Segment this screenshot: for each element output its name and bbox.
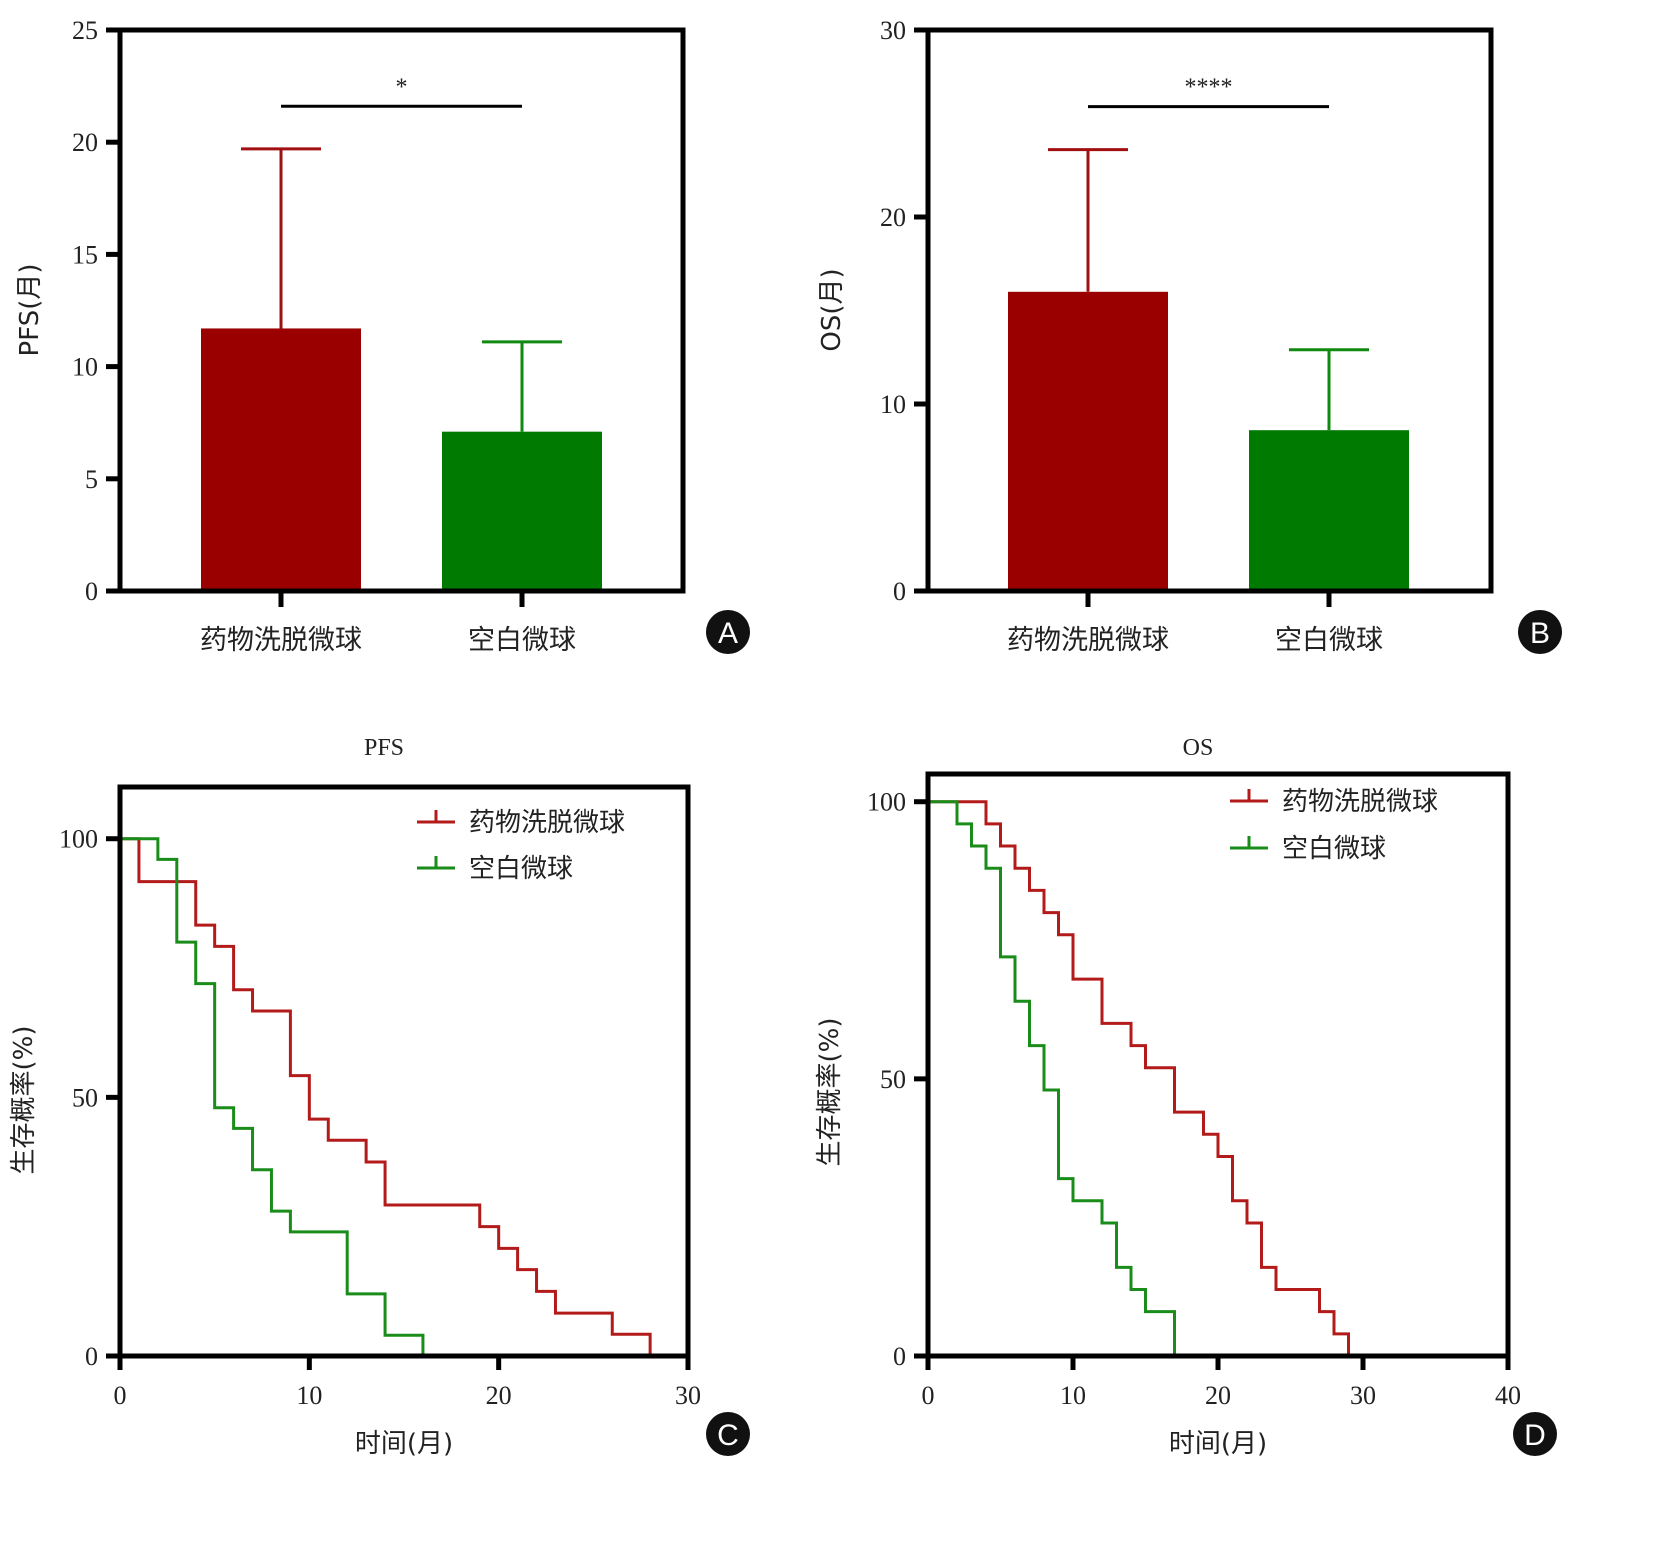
- category-label-1: 空白微球: [1275, 625, 1383, 656]
- panel-badge: [706, 610, 750, 654]
- x-tick-label-1: 10: [1060, 1381, 1086, 1410]
- legend-label-1: 空白微球: [1282, 834, 1386, 864]
- category-label-0: 药物洗脱微球: [1007, 625, 1169, 656]
- panel-badge: [706, 1412, 750, 1456]
- panel-badge-letter: B: [1530, 617, 1550, 650]
- panel-badge: [1513, 1412, 1557, 1456]
- x-axis-title: 时间(月): [355, 1429, 453, 1459]
- panel-a: 药物洗脱微球 空白微球 * 0 5 10 15 20 25 PFS(月) A: [15, 16, 750, 656]
- bar-1: [1249, 430, 1409, 591]
- y-tick-label-5: 25: [72, 16, 98, 45]
- y-axis-title: PFS(月): [15, 264, 45, 357]
- y-tick-label-1: 10: [880, 390, 906, 419]
- panel-b: 药物洗脱微球 空白微球 **** 0 10 20 30 OS(月) B: [817, 16, 1562, 656]
- survival-curve-0: [120, 837, 652, 1356]
- survival-curve-0: [928, 800, 1350, 1356]
- x-tick-label-2: 20: [486, 1381, 512, 1410]
- y-tick-label-1: 50: [880, 1065, 906, 1094]
- x-axis-title: 时间(月): [1169, 1429, 1267, 1459]
- x-tick-label-1: 10: [296, 1381, 322, 1410]
- bar-0: [201, 328, 361, 591]
- y-tick-label-0: 0: [893, 577, 906, 606]
- panel-badge-letter: A: [718, 617, 738, 650]
- x-tick-label-0: 0: [922, 1381, 935, 1410]
- y-tick-label-1: 5: [85, 465, 98, 494]
- plot-frame: [117, 27, 686, 594]
- legend-label-0: 药物洗脱微球: [469, 808, 625, 838]
- y-tick-label-0: 0: [85, 1342, 98, 1371]
- plot-frame: [117, 784, 691, 1359]
- y-tick-label-0: 0: [85, 577, 98, 606]
- y-tick-label-1: 50: [72, 1083, 98, 1112]
- panel-badge: [1518, 610, 1562, 654]
- y-tick-label-3: 15: [72, 240, 98, 269]
- y-tick-label-0: 0: [893, 1342, 906, 1371]
- significance-label: *: [396, 74, 408, 100]
- y-axis-title: 生存概率(%): [9, 1026, 39, 1175]
- bar-1: [442, 431, 602, 591]
- bar-0: [1008, 291, 1168, 591]
- y-tick-label-2: 10: [72, 353, 98, 382]
- legend-label-0: 药物洗脱微球: [1282, 787, 1438, 817]
- survival-curve-1: [120, 837, 425, 1356]
- y-tick-label-2: 20: [880, 203, 906, 232]
- plot-frame: [925, 27, 1494, 594]
- x-tick-label-4: 40: [1495, 1381, 1521, 1410]
- x-tick-label-3: 30: [1350, 1381, 1376, 1410]
- category-label-0: 药物洗脱微球: [200, 625, 362, 656]
- significance-label: ****: [1185, 75, 1233, 101]
- plot-frame: [925, 771, 1511, 1359]
- y-tick-label-2: 100: [59, 825, 98, 854]
- y-tick-label-2: 100: [867, 788, 906, 817]
- y-tick-label-3: 30: [880, 16, 906, 45]
- legend-label-1: 空白微球: [469, 854, 573, 884]
- chart-title: PFS: [364, 735, 404, 761]
- y-axis-title: 生存概率(%): [815, 1018, 845, 1167]
- x-tick-label-0: 0: [114, 1381, 127, 1410]
- x-tick-label-2: 20: [1205, 1381, 1231, 1410]
- chart-title: OS: [1183, 735, 1214, 761]
- y-axis-title: OS(月): [817, 268, 847, 351]
- category-label-1: 空白微球: [468, 625, 576, 656]
- x-tick-label-3: 30: [675, 1381, 701, 1410]
- panel-badge-letter: C: [717, 1419, 739, 1452]
- y-tick-label-4: 20: [72, 128, 98, 157]
- panel-badge-letter: D: [1524, 1419, 1546, 1452]
- survival-curve-1: [928, 800, 1176, 1356]
